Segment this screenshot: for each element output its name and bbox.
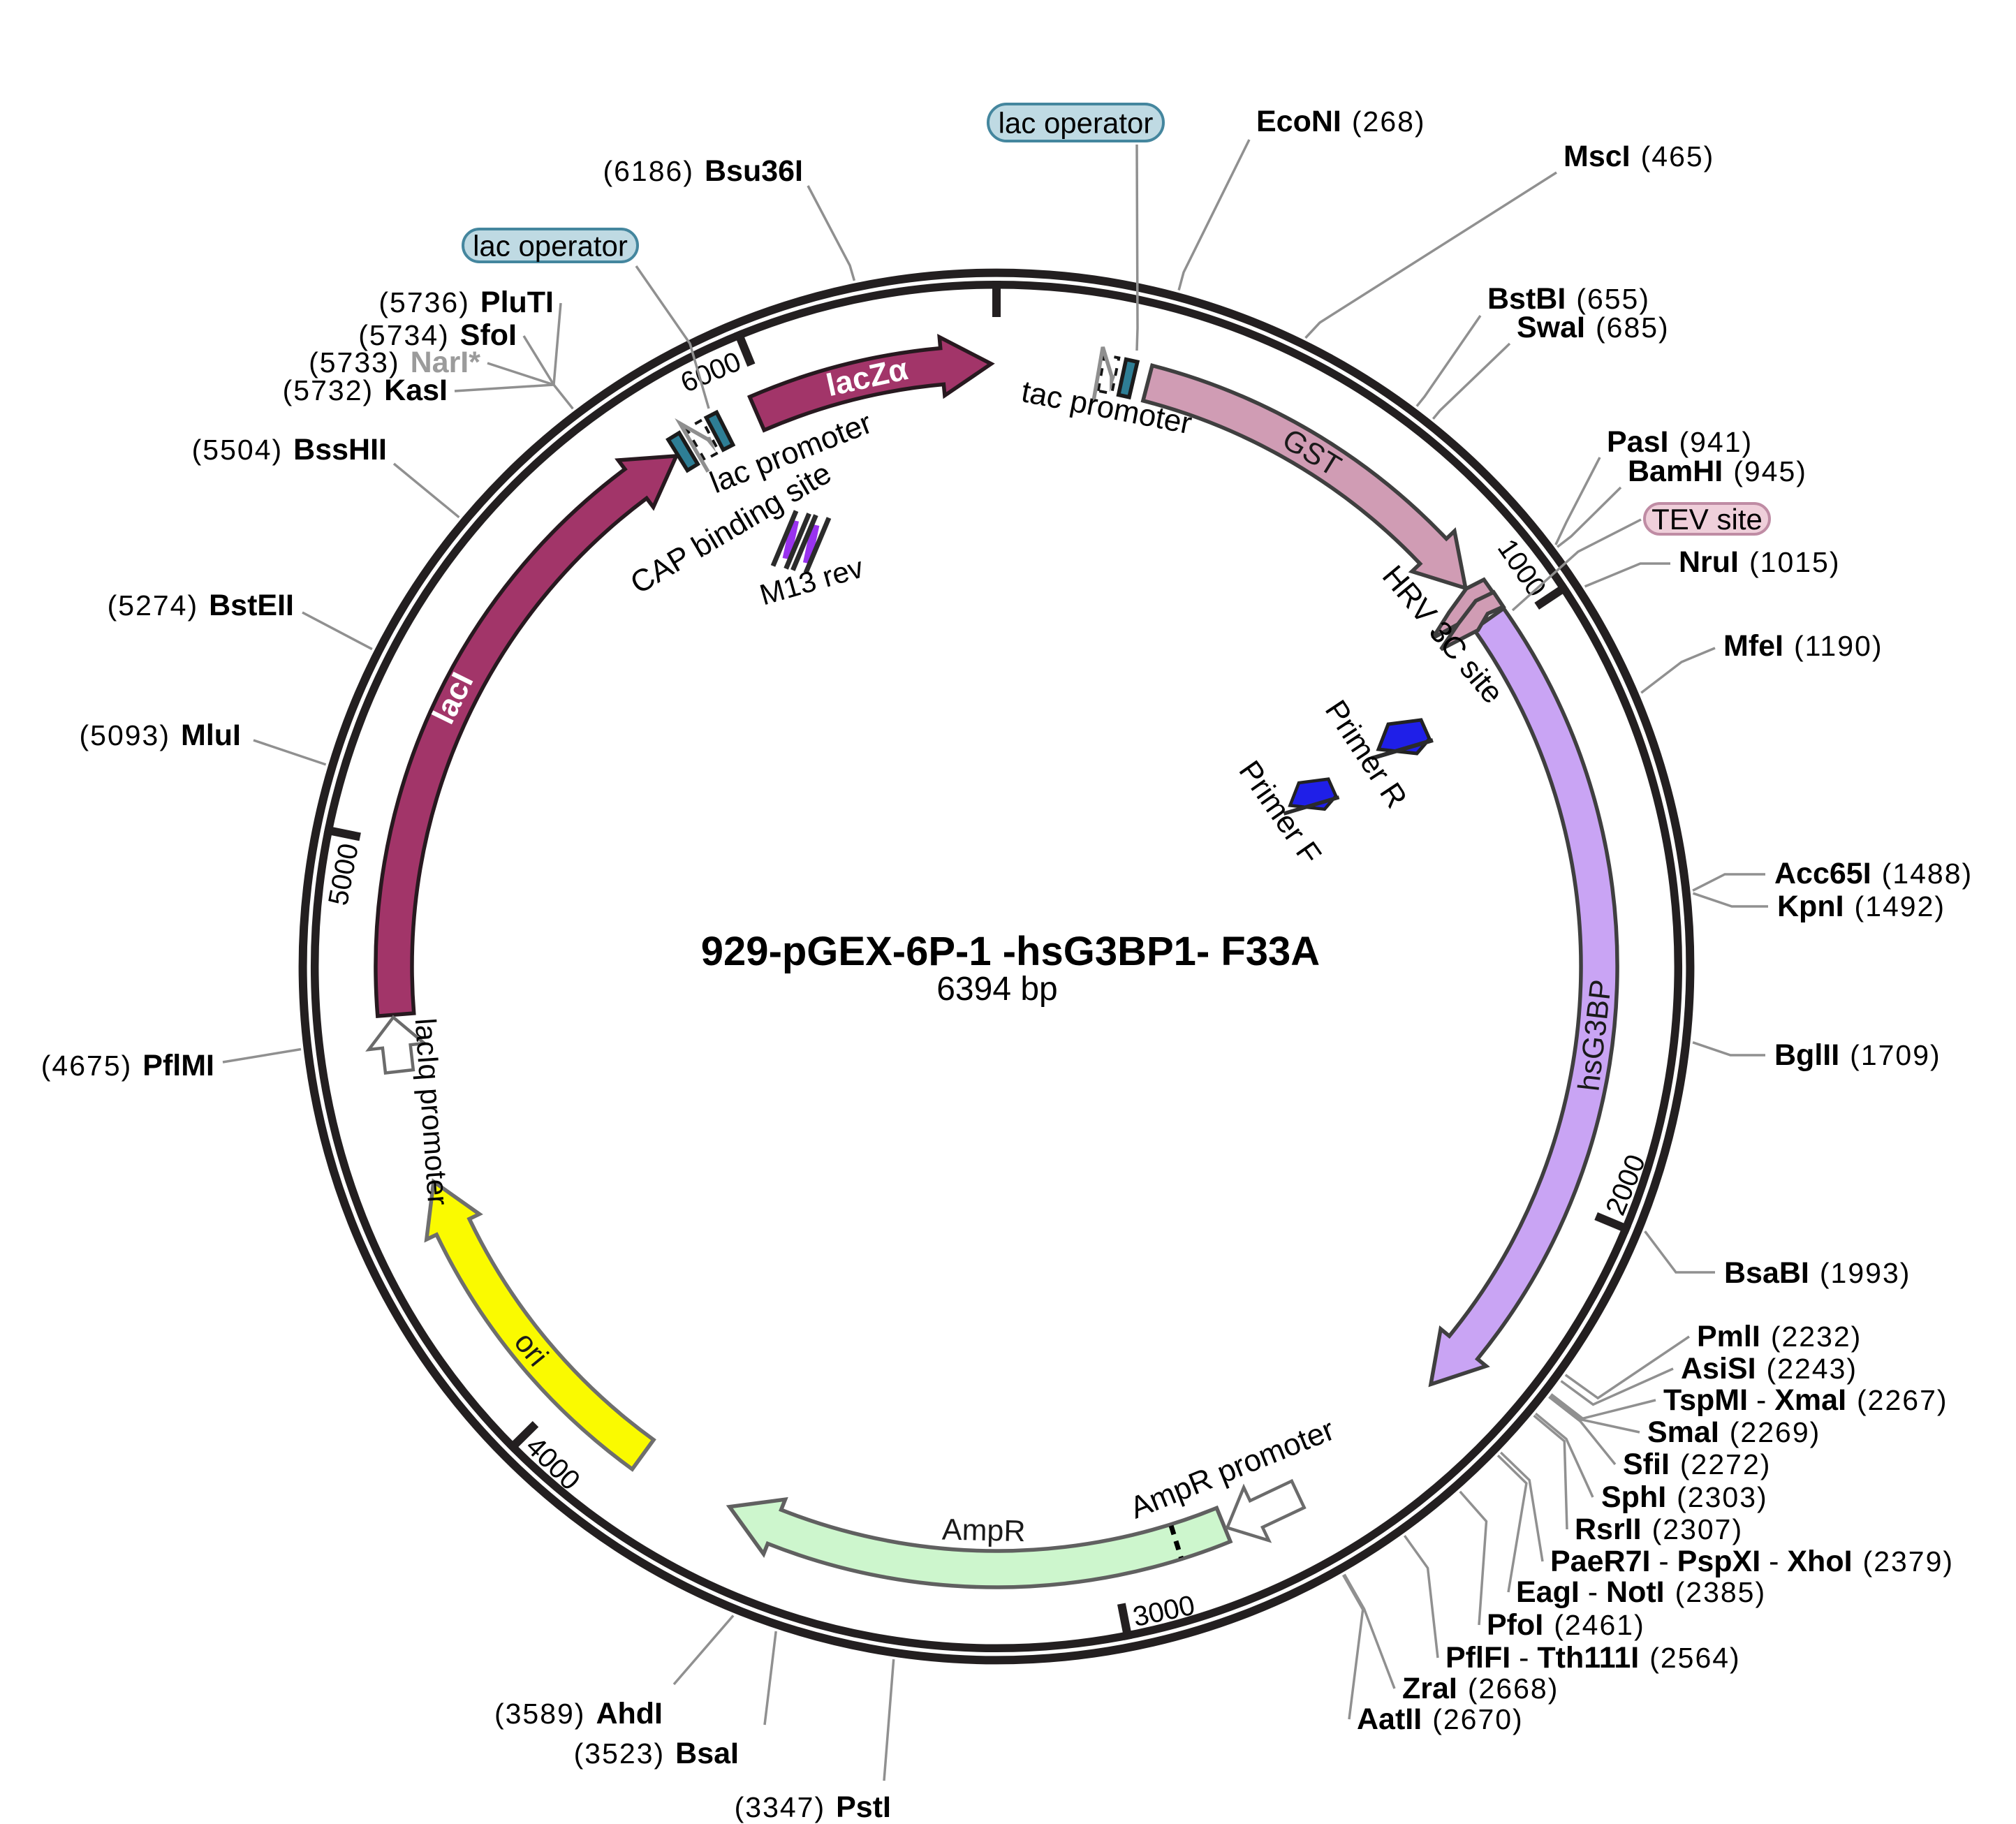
svg-text:(3347)PstI: (3347) PstI: [735, 1790, 891, 1824]
svg-text:(6186)Bsu36I: (6186) Bsu36I: [603, 154, 803, 188]
svg-text:SwaI(685): SwaI (685): [1517, 311, 1670, 344]
svg-text:AsiSI(2243): AsiSI (2243): [1681, 1352, 1857, 1385]
svg-text:PaeR7I - PspXI - XhoI(2379): PaeR7I - PspXI - XhoI (2379): [1550, 1545, 1954, 1578]
svg-text:AmpR: AmpR: [941, 1513, 1026, 1548]
svg-text:SfiI(2272): SfiI (2272): [1623, 1448, 1771, 1481]
svg-text:TspMI - XmaI(2267): TspMI - XmaI (2267): [1663, 1383, 1948, 1417]
svg-text:6394 bp: 6394 bp: [936, 971, 1058, 1008]
svg-text:KpnI(1492): KpnI (1492): [1777, 890, 1945, 923]
svg-text:(3589)AhdI: (3589) AhdI: [494, 1697, 663, 1730]
svg-text:BsaBI(1993): BsaBI (1993): [1724, 1256, 1911, 1290]
svg-text:TEV site: TEV site: [1651, 503, 1763, 536]
svg-text:SphI(2303): SphI (2303): [1601, 1480, 1768, 1514]
svg-text:(5274)BstEII: (5274) BstEII: [108, 589, 294, 622]
svg-text:(5093)MluI: (5093) MluI: [80, 719, 242, 752]
svg-text:BglII(1709): BglII (1709): [1774, 1038, 1941, 1072]
svg-text:NruI(1015): NruI (1015): [1679, 545, 1841, 579]
svg-text:PflFI - Tth111I(2564): PflFI - Tth111I (2564): [1445, 1641, 1741, 1675]
svg-text:(5732)KasI: (5732) KasI: [283, 374, 448, 407]
svg-text:(5504)BssHII: (5504) BssHII: [192, 433, 387, 466]
svg-text:lac operator: lac operator: [999, 107, 1154, 140]
svg-text:Acc65I(1488): Acc65I (1488): [1774, 857, 1973, 890]
svg-text:RsrII(2307): RsrII (2307): [1575, 1513, 1743, 1546]
svg-text:PfoI(2461): PfoI (2461): [1487, 1608, 1645, 1642]
svg-text:(3523)BsaI: (3523) BsaI: [574, 1737, 739, 1770]
svg-text:(4675)PflMI: (4675) PflMI: [41, 1049, 214, 1082]
svg-text:MscI(465): MscI (465): [1563, 140, 1714, 173]
svg-text:MfeI(1190): MfeI (1190): [1723, 629, 1883, 663]
svg-text:(5733)NarI*: (5733) NarI*: [309, 346, 480, 379]
svg-text:PasI(941): PasI (941): [1607, 425, 1753, 459]
svg-text:(5736)PluTI: (5736) PluTI: [378, 286, 554, 319]
svg-text:EagI - NotI(2385): EagI - NotI (2385): [1516, 1575, 1766, 1609]
svg-text:BstBI(655): BstBI (655): [1487, 282, 1650, 316]
svg-text:lac operator: lac operator: [473, 230, 628, 263]
svg-text:AatII(2670): AatII (2670): [1357, 1702, 1524, 1736]
svg-text:929-pGEX-6P-1 -hsG3BP1- F33A: 929-pGEX-6P-1 -hsG3BP1- F33A: [701, 929, 1320, 974]
svg-text:PmlI(2232): PmlI (2232): [1697, 1320, 1862, 1353]
svg-text:EcoNI(268): EcoNI (268): [1256, 105, 1426, 138]
svg-text:ZraI(2668): ZraI (2668): [1402, 1672, 1559, 1705]
svg-text:(5734)SfoI: (5734) SfoI: [358, 318, 517, 352]
svg-text:SmaI(2269): SmaI (2269): [1647, 1415, 1820, 1449]
svg-text:BamHI(945): BamHI (945): [1628, 455, 1807, 488]
